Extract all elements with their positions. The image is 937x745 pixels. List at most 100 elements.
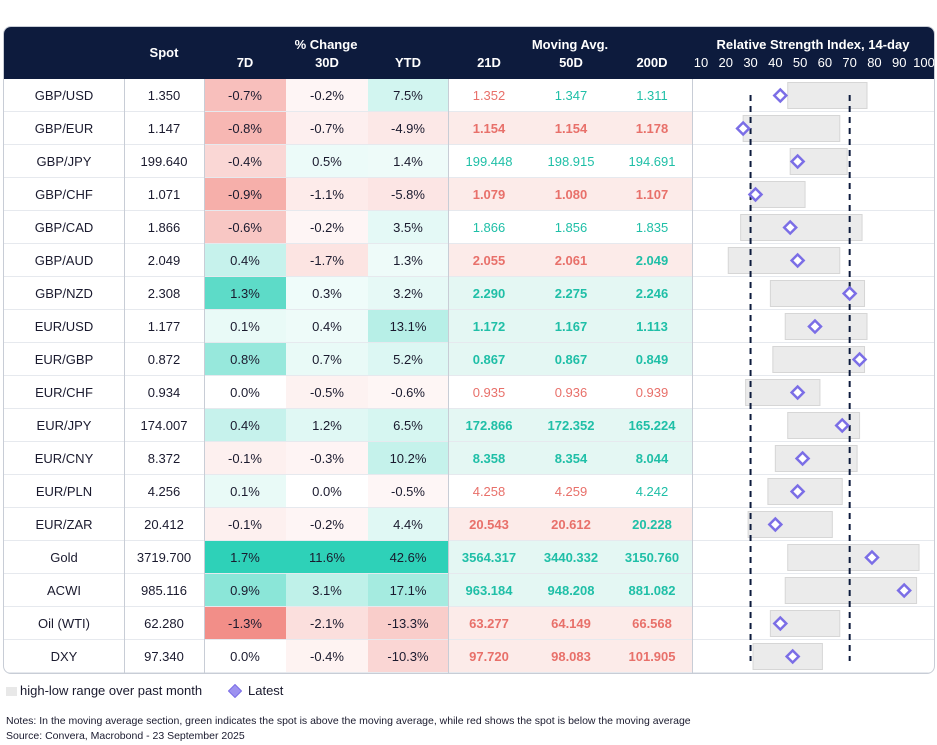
table-row: EUR/ZAR 20.412 -0.1% -0.2% 4.4% 20.543 20.612 2…	[4, 508, 934, 541]
cell-name: Oil (WTI)	[38, 616, 90, 631]
cell-d7: -0.1%	[204, 508, 286, 541]
table-row: EUR/GBP 0.872 0.8% 0.7% 5.2% 0.867 0.867 0.849	[4, 343, 934, 376]
header-200d: 200D	[636, 55, 668, 70]
rsi-range-bar	[745, 379, 821, 406]
cell-ma200: 3150.760	[624, 550, 680, 565]
cell-ma200: 2.246	[635, 286, 669, 301]
cell-ma21: 2.290	[472, 286, 506, 301]
ma-band	[448, 310, 692, 343]
table-row: ACWI 985.116 0.9% 3.1% 17.1% 963.184 948.208 88…	[4, 574, 934, 607]
rsi-latest-marker	[789, 384, 806, 401]
cell-spot: 1.350	[147, 88, 181, 103]
row-divider	[4, 309, 934, 310]
row-divider	[4, 606, 934, 607]
rsi-tick-10: 10	[693, 55, 709, 70]
cell-ma50: 1.154	[554, 121, 588, 136]
cell-d7: 0.1%	[204, 475, 286, 508]
cell-d7: 0.4%	[204, 409, 286, 442]
ma-band	[448, 79, 692, 112]
cell-spot: 20.412	[144, 517, 184, 532]
cell-ytd: -10.3%	[368, 640, 448, 673]
cell-ytd: 1.3%	[368, 244, 448, 277]
rsi-latest-marker	[782, 219, 798, 236]
header-21d: 21D	[477, 55, 501, 70]
cell-ma50: 198.915	[547, 154, 595, 169]
cell-ma50: 1.856	[554, 220, 588, 235]
cell-spot: 2.308	[147, 286, 181, 301]
cell-ma200: 2.049	[635, 253, 669, 268]
cell-d30: 0.7%	[286, 343, 368, 376]
rsi-range-bar	[747, 511, 833, 538]
source-text: Source: Convera, Macrobond - 23 Septembe…	[6, 730, 245, 742]
cell-d30: -0.2%	[286, 211, 368, 244]
rsi-latest-marker	[784, 648, 801, 665]
legend-latest-label: Latest	[248, 683, 284, 698]
rsi-latest-marker	[789, 483, 806, 500]
cell-d7: 0.1%	[204, 310, 286, 343]
cell-ma50: 0.936	[554, 385, 588, 400]
cell-name: GBP/NZD	[35, 286, 93, 301]
table-row: GBP/NZD 2.308 1.3% 0.3% 3.2% 2.290 2.275 2.246	[4, 277, 934, 310]
cell-ma21: 1.352	[472, 88, 506, 103]
cell-d7: 0.8%	[204, 343, 286, 376]
cell-d30: -0.2%	[286, 508, 368, 541]
cell-spot: 199.640	[140, 154, 188, 169]
cell-ma21: 199.448	[465, 154, 513, 169]
header-spot: Spot	[149, 45, 179, 60]
cell-d30: -0.7%	[286, 112, 368, 145]
cell-spot: 8.372	[147, 451, 181, 466]
ma-band	[448, 409, 692, 442]
cell-d30: -0.3%	[286, 442, 368, 475]
cell-ma50: 0.867	[554, 352, 588, 367]
row-divider	[4, 342, 934, 343]
fx-table-panel: Spot % Change 7D 30D YTD Moving Avg. 21D…	[3, 26, 935, 674]
row-divider	[4, 639, 934, 640]
cell-ma50: 1.167	[554, 319, 588, 334]
cell-ma21: 3564.317	[461, 550, 517, 565]
ma-band	[448, 277, 692, 310]
ma-band	[448, 211, 692, 244]
cell-ma21: 1.079	[472, 187, 506, 202]
ma-band	[448, 640, 692, 673]
cell-ytd: -5.8%	[368, 178, 448, 211]
cell-name: DXY	[50, 649, 78, 664]
cell-ma21: 97.720	[469, 649, 509, 664]
cell-ytd: 17.1%	[368, 574, 448, 607]
header-moving-avg: Moving Avg.	[531, 37, 609, 52]
cell-d30: 11.6%	[286, 541, 368, 574]
cell-ma50: 20.612	[551, 517, 591, 532]
rsi-latest-marker	[789, 153, 806, 170]
cell-d7: 0.4%	[204, 244, 286, 277]
cell-ma21: 8.358	[472, 451, 506, 466]
cell-ma21: 63.277	[469, 616, 509, 631]
legend-range-swatch	[6, 687, 17, 696]
divider-name	[124, 79, 125, 673]
cell-ma50: 8.354	[554, 451, 588, 466]
cell-d7: 0.9%	[204, 574, 286, 607]
rsi-range-bar	[727, 247, 841, 274]
rsi-tick-90: 90	[891, 55, 907, 70]
cell-ytd: 1.4%	[368, 145, 448, 178]
row-divider	[4, 144, 934, 145]
rsi-range-bar	[772, 346, 866, 373]
rsi-tick-60: 60	[817, 55, 833, 70]
cell-d30: -1.7%	[286, 244, 368, 277]
rsi-latest-marker	[864, 549, 880, 566]
rsi-latest-marker	[807, 318, 823, 335]
cell-ma200: 0.849	[635, 352, 669, 367]
rsi-range-bar	[740, 214, 863, 241]
rsi-latest-marker	[841, 285, 858, 302]
cell-ma200: 4.242	[635, 484, 669, 499]
legend-latest-marker	[228, 684, 242, 698]
cell-ytd: -0.6%	[368, 376, 448, 409]
cell-ma50: 4.259	[554, 484, 588, 499]
table-row: GBP/USD 1.350 -0.7% -0.2% 7.5% 1.352 1.347 1.31…	[4, 79, 934, 112]
row-divider	[4, 408, 934, 409]
cell-ma200: 1.311	[636, 88, 668, 103]
cell-ma200: 881.082	[628, 583, 676, 598]
cell-ma200: 66.568	[632, 616, 672, 631]
cell-ma200: 1.107	[635, 187, 669, 202]
ma-band	[448, 475, 692, 508]
cell-ma200: 0.939	[635, 385, 669, 400]
cell-d7: 1.3%	[204, 277, 286, 310]
